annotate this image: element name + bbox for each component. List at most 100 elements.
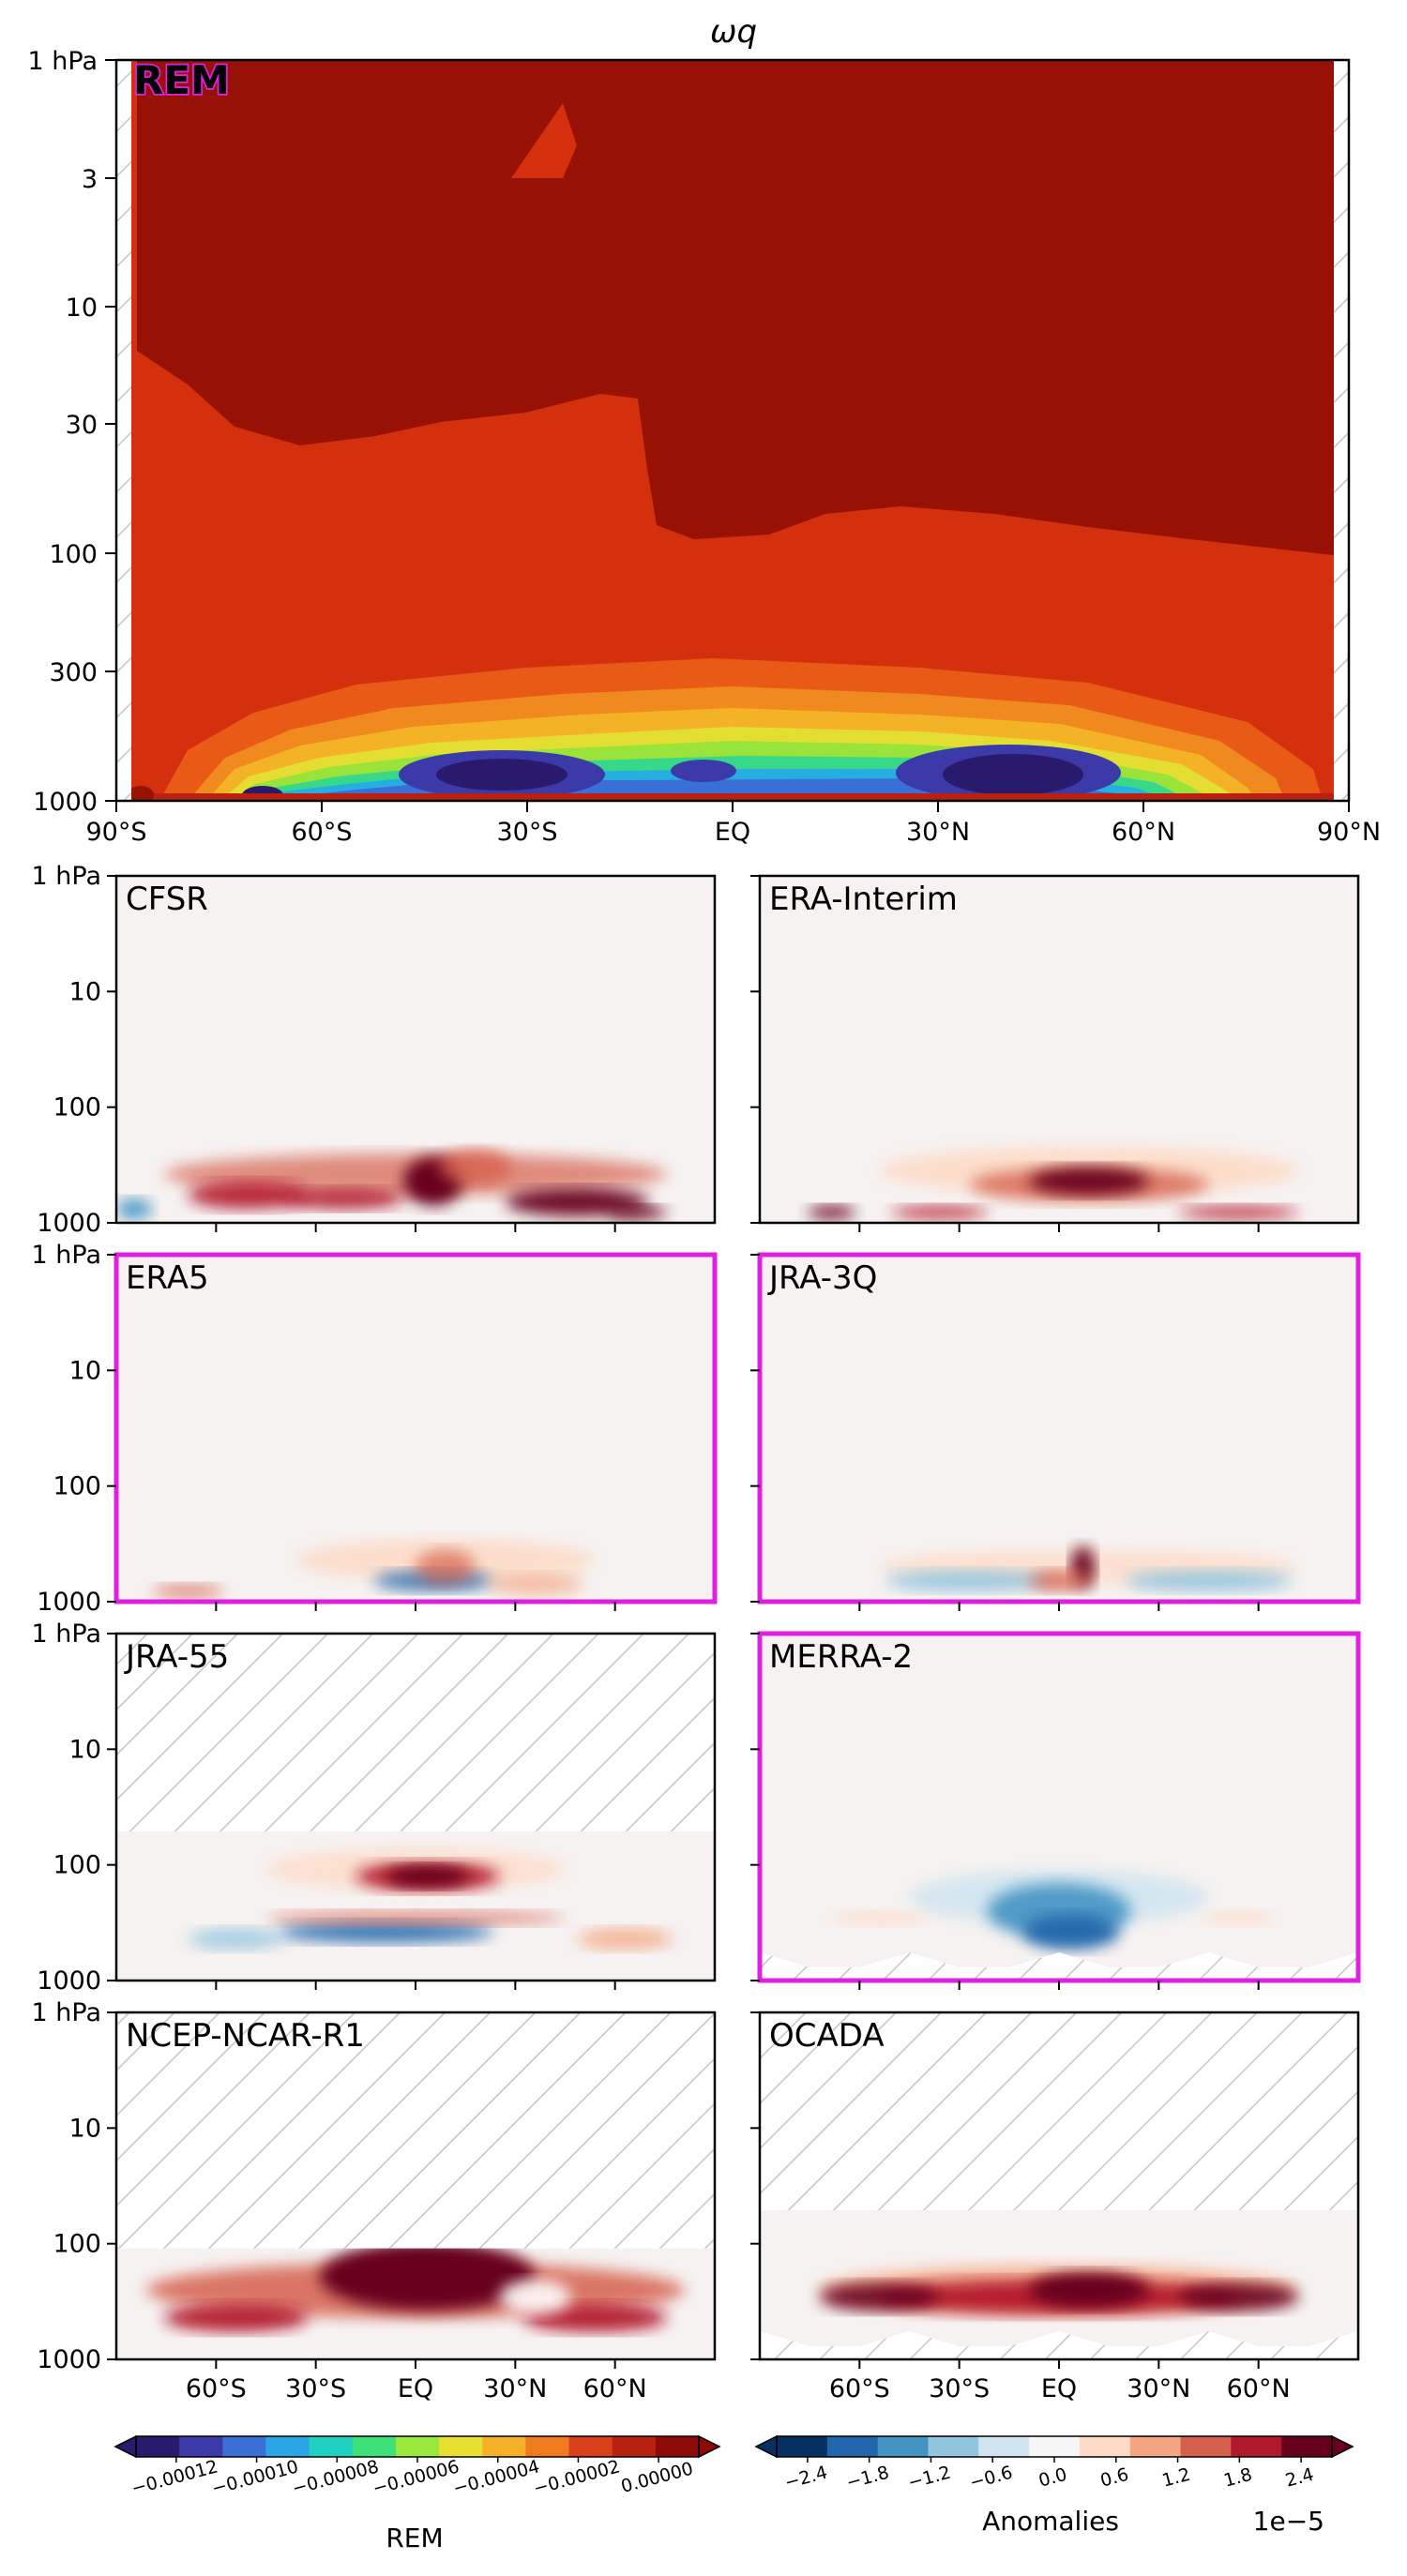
ytick-label: 100 [53,1093,101,1122]
anomaly-blob [386,1865,470,1888]
colorbar-swatch [179,2436,223,2457]
anomaly-blob [1125,1570,1293,1591]
xtick-label: 30°N [1127,2374,1190,2403]
panel-merra-2: MERRA-2 [750,1631,1361,1990]
panel-field [760,1869,1358,1981]
ytick-label: 1000 [37,2345,101,2374]
colorbar-swatch [309,2436,354,2457]
ytick-label: 100 [53,1851,101,1880]
panel-jra-55: JRA-55 1 hPa 10 100 1000 [32,1619,717,1996]
main-xtick-90s: 90°S [86,818,147,847]
colorbar-swatch [978,2436,1030,2457]
main-xtick-eq: EQ [715,818,750,847]
panel-label: OCADA [769,2017,885,2055]
colorbar-rem-label: REM [386,2523,443,2553]
main-ytick-10: 10 [66,294,98,323]
ytick-label: 100 [53,2230,101,2259]
colorbar-rem: −0.00012−0.00010−0.00008−0.00006−0.00004… [113,2434,721,2499]
ytick-label: 1000 [37,1588,101,1617]
xtick-label: EQ [398,2374,433,2403]
main-yticks: 1 hPa 3 10 30 100 300 1000 [28,47,116,817]
colorbar-swatch [439,2436,483,2457]
anomaly-blob [819,2282,940,2312]
xtick-label: 30°S [285,2374,346,2403]
panel-label: MERRA-2 [769,1638,913,1676]
colorbar-tick-label: −0.00004 [451,2456,542,2499]
main-xtick-60n: 60°N [1112,818,1175,847]
colorbar-tick-label: 0.6 [1098,2464,1131,2492]
hatched-missing-region [116,1634,715,1831]
colorbar-tick-label: 0.0 [1036,2464,1069,2492]
anomaly-blob [439,1150,512,1185]
colorbar-swatch [826,2436,879,2457]
colorbar-anom-label: Anomalies [982,2506,1119,2537]
main-hatch-left [116,60,133,801]
colorbar-tick-label: −0.6 [968,2463,1015,2493]
anomaly-blob [283,1188,404,1210]
panel-field [808,1146,1299,1220]
colorbar-swatch [1281,2436,1333,2457]
colorbar-tick-label: 1.2 [1160,2464,1193,2492]
panel-field [116,1150,667,1220]
colorbar-swatch [395,2436,440,2457]
panel-label: NCEP-NCAR-R1 [126,2017,365,2055]
anomaly-blob [278,1921,493,1943]
colorbar-swatch [777,2436,828,2457]
xtick-label: 60°N [1227,2374,1291,2403]
colorbar-anom-scale: 1e−5 [1253,2506,1324,2537]
colorbar-swatch [612,2436,657,2457]
anomaly-blob [1029,1570,1089,1591]
anomaly-blob [607,1205,667,1220]
xtick-label: 30°N [483,2374,547,2403]
ytick-label: 10 [69,1735,101,1764]
panel-label: ERA-Interim [769,881,958,918]
anomaly-blob [487,1574,583,1595]
colorbar-tick-label: −0.00002 [531,2456,622,2499]
colorbar-swatch [265,2436,310,2457]
panel-label: JRA-55 [124,1638,229,1676]
main-xtick-30s: 30°S [497,818,558,847]
colorbar-tick-label: −1.8 [844,2463,891,2493]
panel-label: JRA-3Q [767,1259,877,1297]
colorbar-swatch [136,2436,180,2457]
panel-cfsr: CFSR 1 hPa 10 100 1000 [32,862,717,1238]
colorbar-min-arrow [754,2434,778,2459]
panel-era-interim: ERA-Interim [750,874,1360,1232]
colorbar-swatch [1029,2436,1081,2457]
main-xtick-60s: 60°S [292,818,353,847]
panel-ncep-ncar-r1: NCEP-NCAR-R1 1 hPa 10 100 1000 60°S 30°S EQ 30°N… [32,1998,717,2403]
anomaly-blob [188,1181,309,1210]
colorbar-tick-label: −2.4 [782,2463,829,2493]
colorbar-swatch [352,2436,397,2457]
main-ytick-100: 100 [49,540,98,569]
colorbar-tick-label: 0.00000 [619,2458,696,2497]
ytick-label: 1 hPa [32,1998,102,2027]
anomaly-blob [265,1911,566,1925]
colorbar-tick-label: 1.8 [1221,2464,1254,2492]
colorbar-swatch [1079,2436,1131,2457]
ytick-label: 1 hPa [32,862,102,891]
hatched-surface [760,2331,1358,2359]
colorbar-swatch [1231,2436,1282,2457]
hatched-missing-region [760,2012,1358,2210]
anomaly-blob [1203,1911,1275,1925]
anomaly-blob [831,1911,928,1925]
colorbar-swatch [568,2436,613,2457]
main-ytick-1000: 1000 [33,788,98,817]
panel-label: CFSR [126,881,208,918]
anomaly-blob [164,2303,309,2332]
xtick-label: 60°S [186,2374,247,2403]
colorbar-swatch [1129,2436,1182,2457]
ytick-label: 10 [69,1356,101,1385]
anomaly-blob [152,1584,224,1599]
main-xticks: 90°S 60°S 30°S EQ 30°N 60°N 90°N [86,801,1381,847]
ytick-label: 10 [69,977,101,1006]
ytick-label: 1000 [37,1966,101,1996]
ytick-label: 10 [69,2114,101,2143]
colorbar-tick-label: −0.00008 [290,2456,381,2499]
panel-field [879,1545,1299,1591]
colorbar-tick-label: −0.00006 [371,2456,461,2499]
hatched-missing-region [116,2012,715,2249]
colorbar-swatch [1180,2436,1232,2457]
